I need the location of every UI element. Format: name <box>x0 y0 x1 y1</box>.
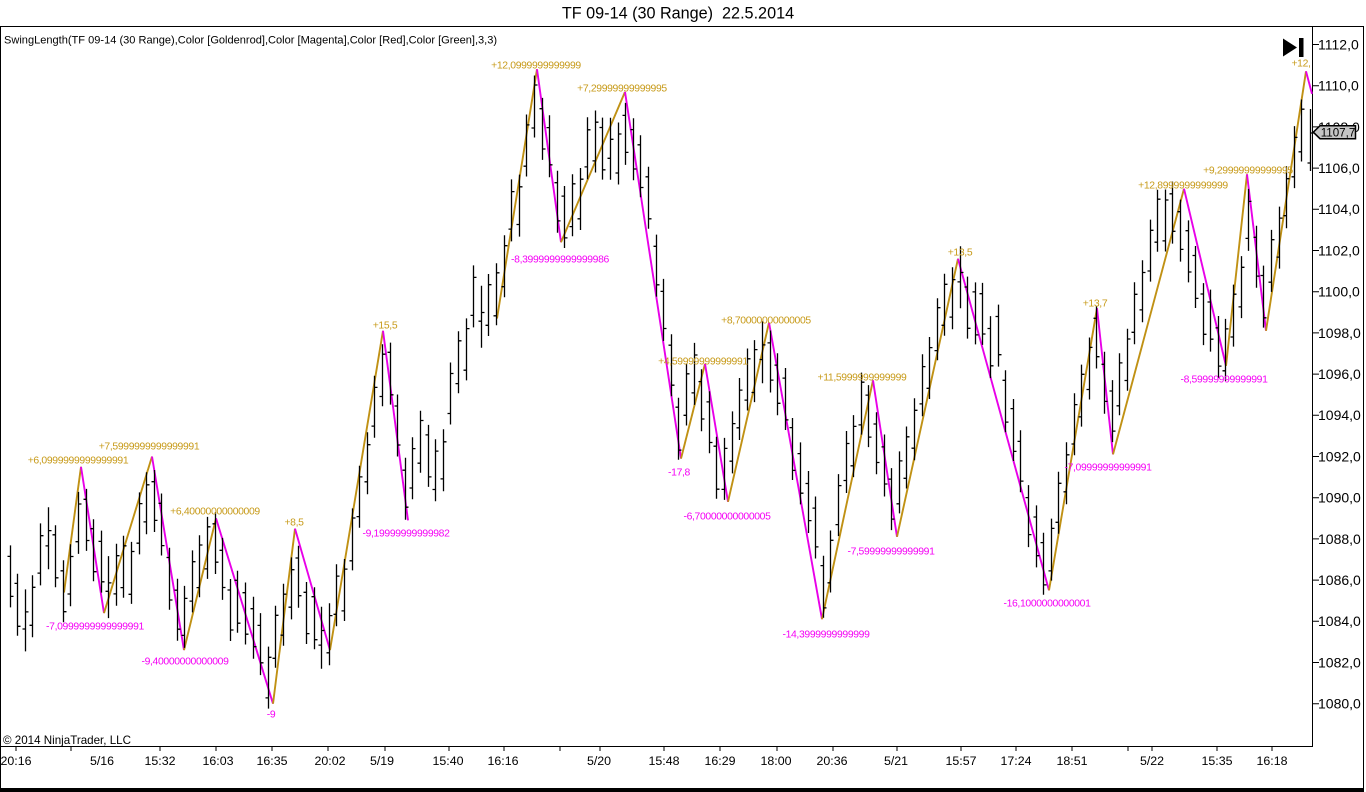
svg-text:+6,40000000000009: +6,40000000000009 <box>170 507 260 518</box>
svg-text:+8,70000000000005: +8,70000000000005 <box>721 316 811 327</box>
svg-text:1094,0: 1094,0 <box>1318 407 1361 423</box>
svg-text:+7,5999999999999991: +7,5999999999999991 <box>99 442 200 453</box>
svg-text:1100,0: 1100,0 <box>1318 284 1360 300</box>
svg-text:+7,29999999999995: +7,29999999999995 <box>577 84 667 95</box>
svg-text:16:35: 16:35 <box>256 754 287 768</box>
svg-text:1086,0: 1086,0 <box>1318 572 1361 588</box>
svg-text:18:51: 18:51 <box>1056 754 1087 768</box>
svg-text:5/19: 5/19 <box>370 754 394 768</box>
svg-text:5/16: 5/16 <box>90 754 114 768</box>
svg-text:15:57: 15:57 <box>945 754 976 768</box>
svg-text:1080,0: 1080,0 <box>1318 696 1361 712</box>
svg-text:+12,0999999999999: +12,0999999999999 <box>491 61 581 72</box>
svg-text:20:02: 20:02 <box>314 754 345 768</box>
svg-text:15:32: 15:32 <box>144 754 175 768</box>
svg-text:5/22: 5/22 <box>1140 754 1164 768</box>
svg-text:-7,09999999999991: -7,09999999999991 <box>1064 463 1152 474</box>
svg-text:16:16: 16:16 <box>487 754 518 768</box>
svg-text:1098,0: 1098,0 <box>1318 325 1361 341</box>
svg-text:1102,0: 1102,0 <box>1318 242 1360 258</box>
svg-text:20:16: 20:16 <box>0 754 31 768</box>
svg-text:-9,40000000000009: -9,40000000000009 <box>141 657 229 668</box>
svg-text:15:40: 15:40 <box>432 754 463 768</box>
svg-text:-6,70000000000005: -6,70000000000005 <box>683 512 771 523</box>
svg-text:© 2014 NinjaTrader, LLC: © 2014 NinjaTrader, LLC <box>3 734 131 747</box>
svg-text:16:18: 16:18 <box>1256 754 1287 768</box>
svg-text:15:35: 15:35 <box>1201 754 1232 768</box>
svg-text:+12,8999999999999: +12,8999999999999 <box>1138 181 1228 192</box>
svg-text:+12,: +12, <box>1291 59 1310 70</box>
svg-text:-17,8: -17,8 <box>668 468 691 479</box>
svg-text:+13,7: +13,7 <box>1083 299 1108 310</box>
svg-text:18:00: 18:00 <box>760 754 791 768</box>
svg-text:+9,29999999999995: +9,29999999999995 <box>1203 166 1293 177</box>
svg-text:-8,3999999999999986: -8,3999999999999986 <box>511 255 610 266</box>
svg-text:20:36: 20:36 <box>816 754 847 768</box>
svg-text:1096,0: 1096,0 <box>1318 366 1361 382</box>
svg-text:+4,59999999999991: +4,59999999999991 <box>658 357 748 368</box>
svg-text:1092,0: 1092,0 <box>1318 448 1361 464</box>
svg-text:15:48: 15:48 <box>648 754 679 768</box>
svg-text:+13,5: +13,5 <box>948 248 973 259</box>
svg-text:+15,5: +15,5 <box>373 321 398 332</box>
svg-text:17:24: 17:24 <box>1000 754 1031 768</box>
svg-text:1110,0: 1110,0 <box>1318 78 1359 94</box>
svg-text:1088,0: 1088,0 <box>1318 531 1361 547</box>
svg-text:5/20: 5/20 <box>587 754 611 768</box>
svg-text:-14,3999999999999: -14,3999999999999 <box>782 630 870 641</box>
svg-text:1112,0: 1112,0 <box>1318 36 1359 52</box>
svg-text:1082,0: 1082,0 <box>1318 654 1361 670</box>
svg-text:-16,1000000000001: -16,1000000000001 <box>1003 599 1091 610</box>
svg-text:SwingLength(TF 09-14 (30 Range: SwingLength(TF 09-14 (30 Range),Color [G… <box>4 35 497 47</box>
svg-text:1090,0: 1090,0 <box>1318 490 1361 506</box>
svg-text:+6,0999999999999991: +6,0999999999999991 <box>28 456 129 467</box>
svg-text:-9,19999999999982: -9,19999999999982 <box>362 529 450 540</box>
svg-text:1107,7: 1107,7 <box>1321 127 1356 140</box>
svg-text:TF 09-14 (30 Range) 22.5.2014: TF 09-14 (30 Range) 22.5.2014 <box>562 5 794 23</box>
svg-text:1104,0: 1104,0 <box>1318 201 1360 217</box>
svg-text:1106,0: 1106,0 <box>1318 160 1360 176</box>
svg-text:1084,0: 1084,0 <box>1318 613 1361 629</box>
svg-text:+11,5999999999999: +11,5999999999999 <box>818 373 907 384</box>
svg-text:+8,5: +8,5 <box>284 518 304 529</box>
svg-text:16:03: 16:03 <box>202 754 233 768</box>
svg-text:-9: -9 <box>267 710 276 721</box>
svg-text:16:29: 16:29 <box>704 754 735 768</box>
svg-text:-8,59999999999991: -8,59999999999991 <box>1180 375 1268 386</box>
svg-text:-7,0999999999999991: -7,0999999999999991 <box>46 622 145 633</box>
svg-text:-7,59999999999991: -7,59999999999991 <box>847 547 935 558</box>
svg-text:5/21: 5/21 <box>884 754 908 768</box>
